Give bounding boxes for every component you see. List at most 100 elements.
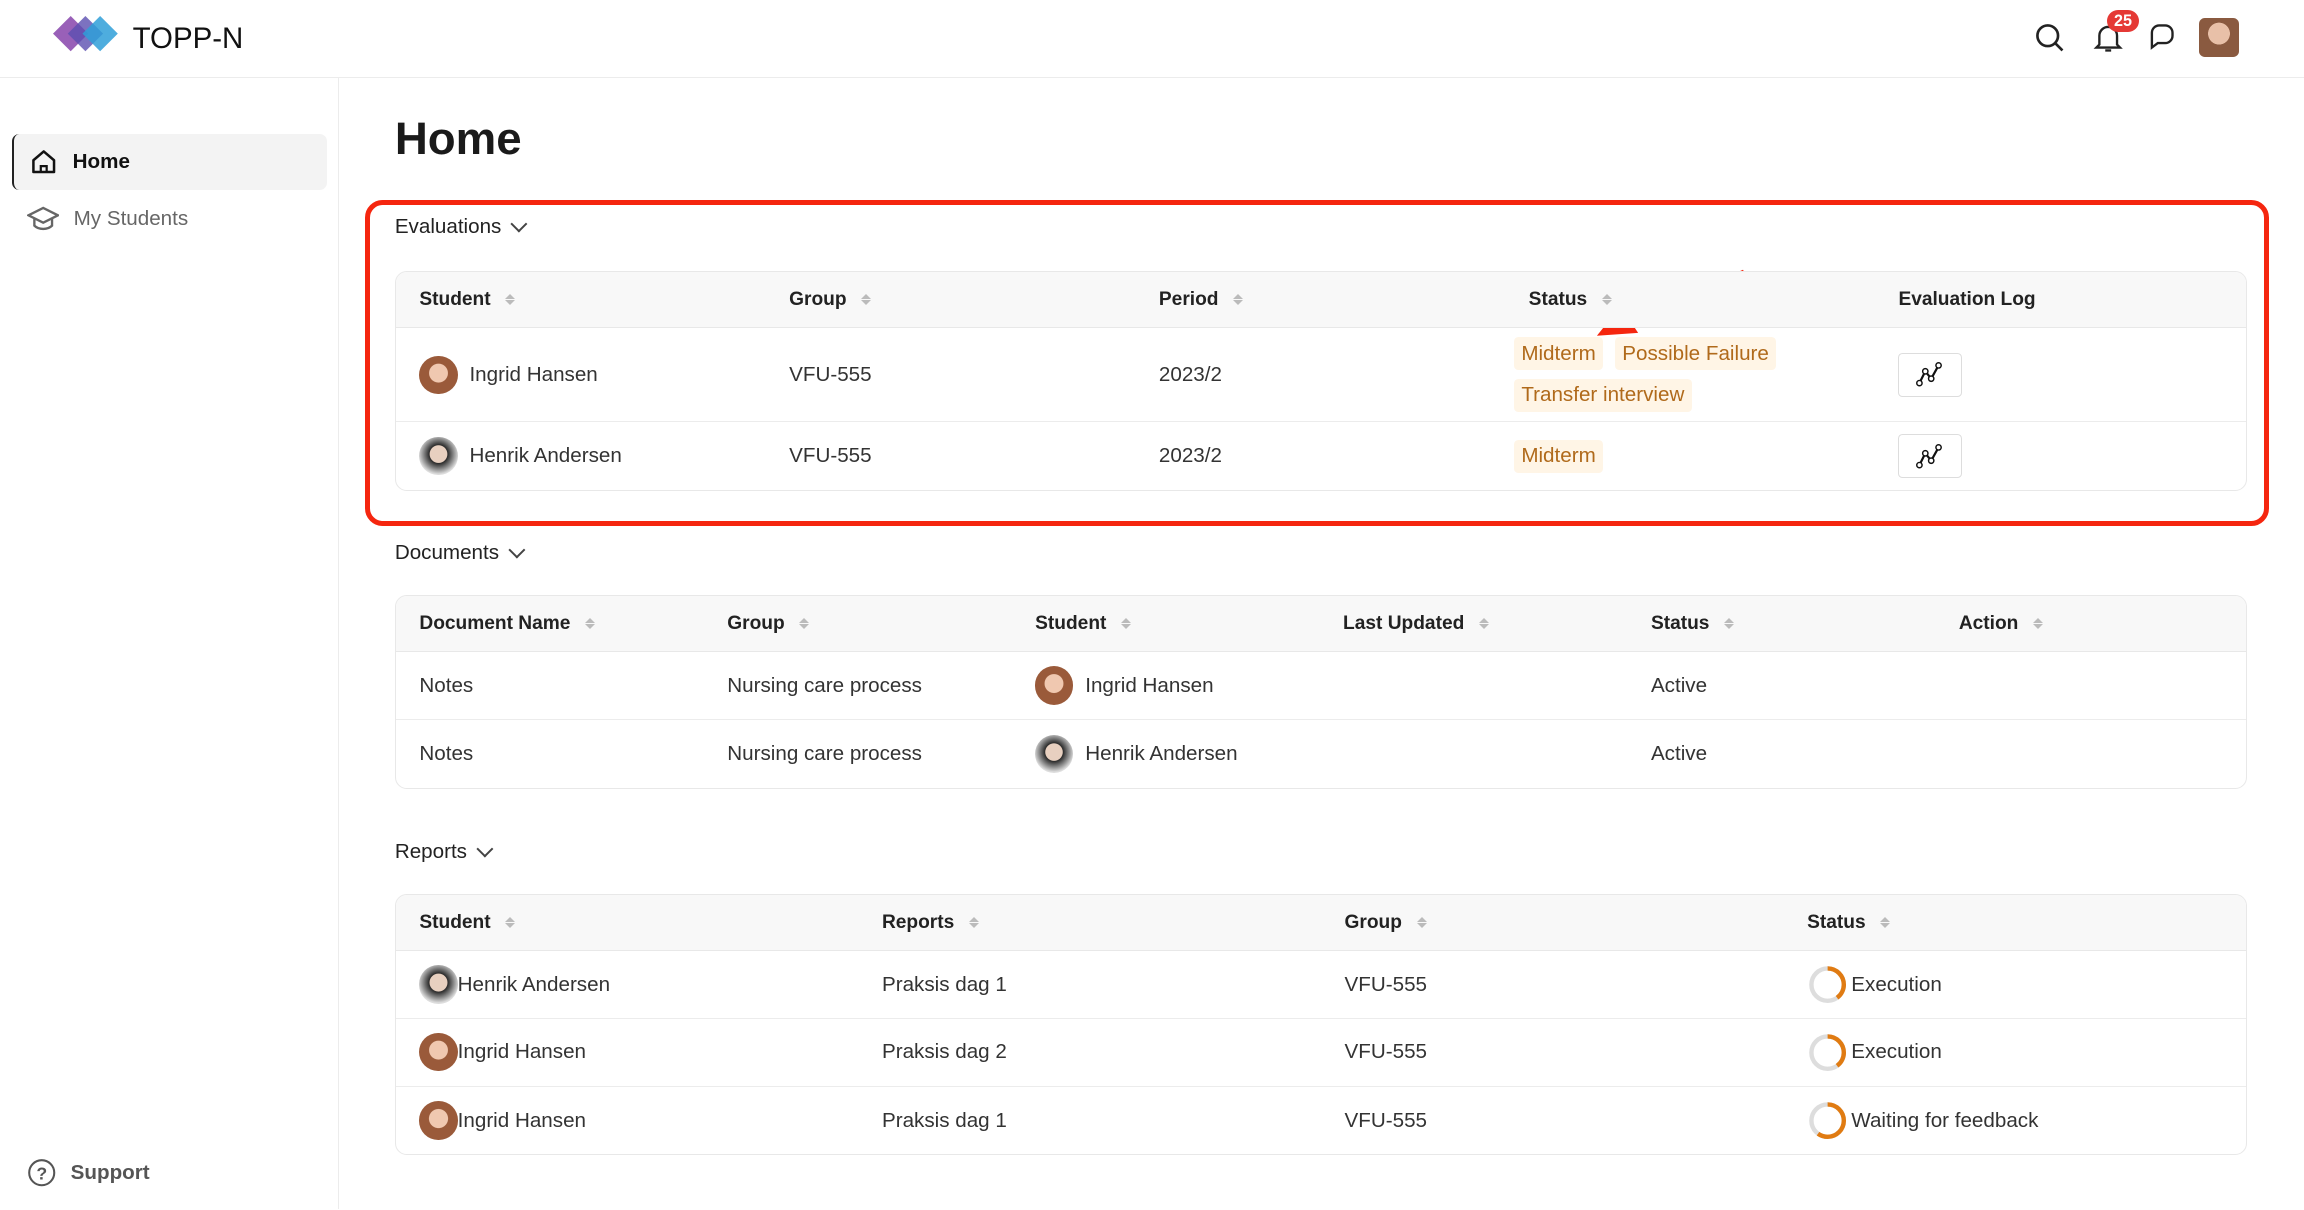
sidebar-item-label: My Students bbox=[73, 207, 189, 231]
column-header[interactable]: Status bbox=[1505, 289, 1875, 311]
table-row: Henrik Andersen VFU-555 2023/2 Midterm bbox=[396, 422, 2246, 490]
chart-line-icon bbox=[1916, 443, 1943, 469]
column-header[interactable]: Period bbox=[1135, 289, 1505, 311]
table-row: Ingrid Hansen VFU-555 2023/2 Midterm Poss… bbox=[395, 328, 2246, 423]
documents-table: Document Name Group Student Last Updated Sta… bbox=[394, 595, 2247, 789]
user-avatar[interactable] bbox=[2199, 17, 2240, 58]
group: VFU-555 bbox=[789, 362, 872, 386]
sort-icon[interactable] bbox=[1416, 916, 1427, 930]
section-title: Reports bbox=[394, 839, 467, 863]
column-header-label: Group bbox=[789, 288, 847, 310]
column-header-label: Reports bbox=[881, 911, 955, 933]
column-header-label: Student bbox=[419, 911, 491, 933]
table-row[interactable]: Ingrid Hansen Praksis dag 2 VFU-555 Exec… bbox=[395, 1019, 2246, 1087]
column-header[interactable]: Student bbox=[396, 289, 766, 311]
student-name: Ingrid Hansen bbox=[457, 1040, 586, 1064]
report-status: Execution bbox=[1851, 1040, 1942, 1064]
sort-icon[interactable] bbox=[585, 617, 596, 631]
report-name[interactable]: Praksis dag 1 bbox=[881, 1108, 1007, 1132]
reports-table: Student Reports Group Status Henrik Anderse… bbox=[394, 894, 2247, 1156]
support-link[interactable]: ? Support bbox=[12, 1145, 327, 1201]
report-name[interactable]: Praksis dag 1 bbox=[881, 972, 1007, 996]
table-row[interactable]: Notes Nursing care process Ingrid Hansen… bbox=[395, 652, 2246, 720]
top-header: TOPP-N 25 bbox=[0, 0, 2304, 79]
chat-icon[interactable] bbox=[2146, 21, 2178, 53]
sidebar-item-my-students[interactable]: My Students bbox=[12, 192, 327, 248]
student-name[interactable]: Ingrid Hansen bbox=[469, 362, 598, 386]
status: Active bbox=[1650, 673, 1708, 697]
column-header-label: Evaluation Log bbox=[1898, 288, 2036, 310]
column-header[interactable]: Status bbox=[1784, 911, 2246, 934]
report-status: Execution bbox=[1851, 972, 1942, 996]
period: 2023/2 bbox=[1158, 444, 1222, 468]
column-header-label: Last Updated bbox=[1343, 612, 1465, 634]
sort-icon[interactable] bbox=[1601, 293, 1612, 306]
home-icon bbox=[31, 150, 55, 174]
column-header-label: Action bbox=[1958, 612, 2019, 634]
table-row[interactable]: Henrik Andersen Praksis dag 1 VFU-555 Ex… bbox=[395, 951, 2246, 1019]
chevron-down-icon bbox=[510, 215, 528, 233]
column-header[interactable]: Action bbox=[1935, 613, 2243, 635]
column-header[interactable]: Document Name bbox=[396, 613, 704, 635]
status-tag: Midterm bbox=[1513, 337, 1604, 371]
sort-icon[interactable] bbox=[2033, 617, 2044, 631]
student-name[interactable]: Henrik Andersen bbox=[469, 444, 622, 468]
column-header-label: Status bbox=[1807, 911, 1866, 933]
student-avatar bbox=[1035, 734, 1074, 773]
sort-icon[interactable] bbox=[1880, 916, 1891, 930]
column-header[interactable]: Group bbox=[1321, 912, 1784, 934]
table-row[interactable]: Notes Nursing care process Henrik Anders… bbox=[396, 720, 2246, 788]
documents-toggle[interactable]: Documents bbox=[394, 540, 526, 565]
student-avatar bbox=[419, 355, 458, 394]
evaluation-log-button[interactable] bbox=[1898, 352, 1962, 397]
status: Active bbox=[1650, 741, 1708, 765]
section-title: Documents bbox=[394, 540, 500, 564]
column-header[interactable]: Group bbox=[704, 613, 1012, 635]
table-row[interactable]: Ingrid Hansen Praksis dag 1 VFU-555 Wait… bbox=[396, 1087, 2246, 1155]
support-label: Support bbox=[70, 1160, 150, 1184]
column-header[interactable]: Last Updated bbox=[1319, 613, 1627, 635]
column-header-label: Status bbox=[1528, 288, 1588, 310]
student-name: Ingrid Hansen bbox=[457, 1108, 586, 1132]
column-header-label: Period bbox=[1158, 288, 1219, 310]
sort-icon[interactable] bbox=[1233, 293, 1244, 306]
evaluations-toggle[interactable]: Evaluations bbox=[395, 215, 528, 239]
sort-icon[interactable] bbox=[861, 293, 872, 306]
student-avatar bbox=[419, 965, 458, 1004]
column-header[interactable]: Student bbox=[396, 912, 859, 934]
column-header[interactable]: Reports bbox=[858, 912, 1321, 934]
column-header[interactable]: Evaluation Log bbox=[1875, 289, 2245, 311]
sort-icon[interactable] bbox=[969, 916, 979, 930]
page-title: Home bbox=[394, 113, 522, 165]
sort-icon[interactable] bbox=[1479, 617, 1490, 631]
sort-icon[interactable] bbox=[1121, 617, 1132, 631]
sort-icon[interactable] bbox=[505, 293, 516, 306]
sidebar-item-home[interactable]: Home bbox=[11, 134, 328, 191]
status-tag: Transfer interview bbox=[1513, 379, 1692, 412]
group: VFU-555 bbox=[1344, 1108, 1427, 1132]
group: VFU-555 bbox=[1344, 1040, 1427, 1064]
group: VFU-555 bbox=[789, 444, 872, 468]
document-name[interactable]: Notes bbox=[419, 673, 474, 697]
column-header-label: Group bbox=[727, 612, 785, 634]
sort-icon[interactable] bbox=[1724, 617, 1735, 631]
sort-icon[interactable] bbox=[799, 617, 810, 631]
column-header[interactable]: Student bbox=[1012, 613, 1320, 635]
period: 2023/2 bbox=[1158, 362, 1222, 386]
column-header-label: Student bbox=[1035, 612, 1107, 634]
report-name[interactable]: Praksis dag 2 bbox=[881, 1040, 1007, 1064]
student-avatar bbox=[1035, 666, 1074, 705]
group: VFU-555 bbox=[1344, 972, 1427, 996]
svg-text:?: ? bbox=[36, 1163, 47, 1183]
evaluation-log-button[interactable] bbox=[1898, 434, 1962, 479]
evaluations-table: Student Group Period Status Evaluation Log I… bbox=[394, 271, 2247, 492]
group: Nursing care process bbox=[727, 741, 922, 765]
sort-icon[interactable] bbox=[505, 916, 516, 930]
reports-toggle[interactable]: Reports bbox=[394, 839, 493, 864]
search-icon[interactable] bbox=[2033, 21, 2065, 53]
progress-ring-icon bbox=[1809, 1033, 1847, 1071]
column-header[interactable]: Group bbox=[766, 289, 1136, 311]
column-header[interactable]: Status bbox=[1627, 613, 1935, 635]
document-name[interactable]: Notes bbox=[419, 741, 474, 765]
report-status: Waiting for feedback bbox=[1851, 1108, 2039, 1132]
